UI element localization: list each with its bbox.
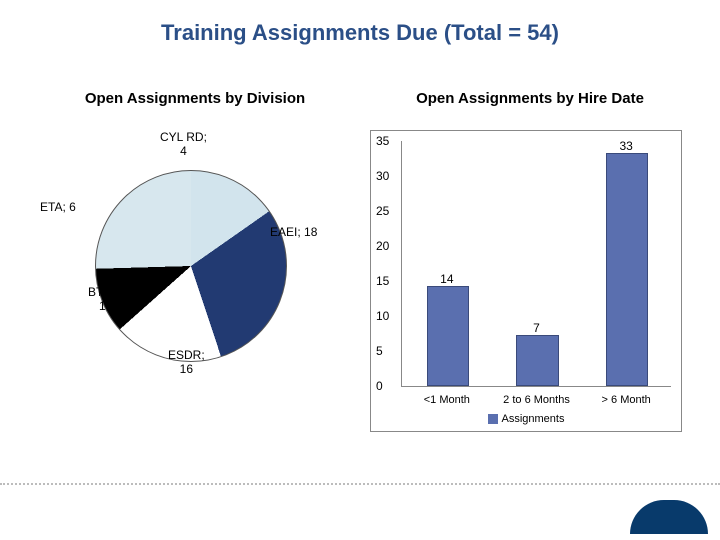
bar: [427, 286, 469, 386]
bar-plot: 0510152025303514<1 Month72 to 6 Months33…: [401, 141, 671, 387]
title-text: Training Assignments Due (Total = 54): [161, 20, 559, 45]
pie-panel: CYL RD;4 ETA; 6 EAEI; 18 BTUS;10 ESDR;16: [40, 130, 350, 430]
pie-wrap: [95, 170, 285, 360]
x-tick: > 6 Month: [602, 394, 651, 406]
x-tick: 2 to 6 Months: [503, 394, 570, 406]
bar-legend: Assignments: [371, 413, 681, 425]
footer-logo: [630, 500, 708, 534]
pie-label-esdr: ESDR;16: [168, 348, 205, 377]
page-title: Training Assignments Due (Total = 54): [0, 20, 720, 46]
legend-swatch: [488, 414, 498, 424]
bar-value: 14: [440, 272, 453, 286]
bar-panel: 0510152025303514<1 Month72 to 6 Months33…: [370, 130, 682, 432]
slide: { "title": { "text": "Training Assignmen…: [0, 0, 720, 540]
bar-subtitle: Open Assignments by Hire Date: [370, 90, 690, 107]
pie-label-btus: BTUS;10: [88, 285, 123, 314]
divider-dotted: [0, 483, 720, 485]
bar: [606, 153, 648, 386]
pie-label-cylrd: CYL RD;4: [160, 130, 207, 159]
pie-label-eta: ETA; 6: [40, 200, 76, 214]
bar-value: 33: [619, 139, 632, 153]
berkeley-lab-logo: [630, 500, 708, 534]
bar: [516, 335, 558, 386]
pie-subtitle: Open Assignments by Division: [40, 90, 350, 107]
x-tick: <1 Month: [424, 394, 470, 406]
legend-label: Assignments: [502, 413, 565, 425]
bar-value: 7: [533, 321, 540, 335]
pie-chart: [95, 170, 287, 362]
pie-label-eaei: EAEI; 18: [270, 225, 317, 239]
